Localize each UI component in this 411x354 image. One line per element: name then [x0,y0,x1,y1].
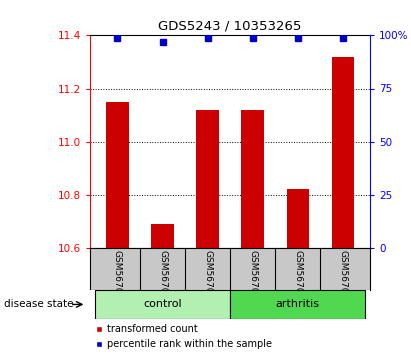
Text: GSM567074: GSM567074 [113,250,122,305]
Text: GSM567075: GSM567075 [158,250,167,305]
Text: GSM567076: GSM567076 [203,250,212,305]
Text: control: control [143,299,182,309]
Bar [230,290,365,319]
Bar [241,110,264,248]
Text: GSM567080: GSM567080 [248,250,257,305]
Bar [106,102,129,248]
Title: GDS5243 / 10353265: GDS5243 / 10353265 [159,20,302,33]
Bar [332,57,354,248]
Bar [286,189,309,248]
Bar [95,290,230,319]
Text: disease state: disease state [4,299,74,309]
Bar [196,110,219,248]
Text: GSM567082: GSM567082 [338,250,347,305]
Bar [151,224,174,248]
Text: arthritis: arthritis [276,299,320,309]
Legend: transformed count, percentile rank within the sample: transformed count, percentile rank withi… [95,324,272,349]
Text: GSM567081: GSM567081 [293,250,302,305]
